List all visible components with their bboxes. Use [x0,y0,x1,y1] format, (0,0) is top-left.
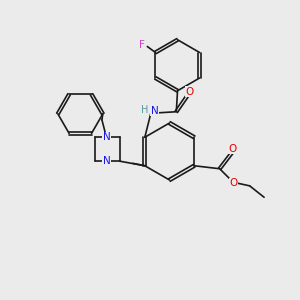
Text: F: F [139,40,145,50]
Text: N: N [103,156,110,166]
Text: O: O [229,178,237,188]
Text: N: N [151,106,158,116]
Text: O: O [229,144,237,154]
Text: O: O [185,87,193,97]
Text: H: H [140,105,148,115]
Text: N: N [103,132,110,142]
